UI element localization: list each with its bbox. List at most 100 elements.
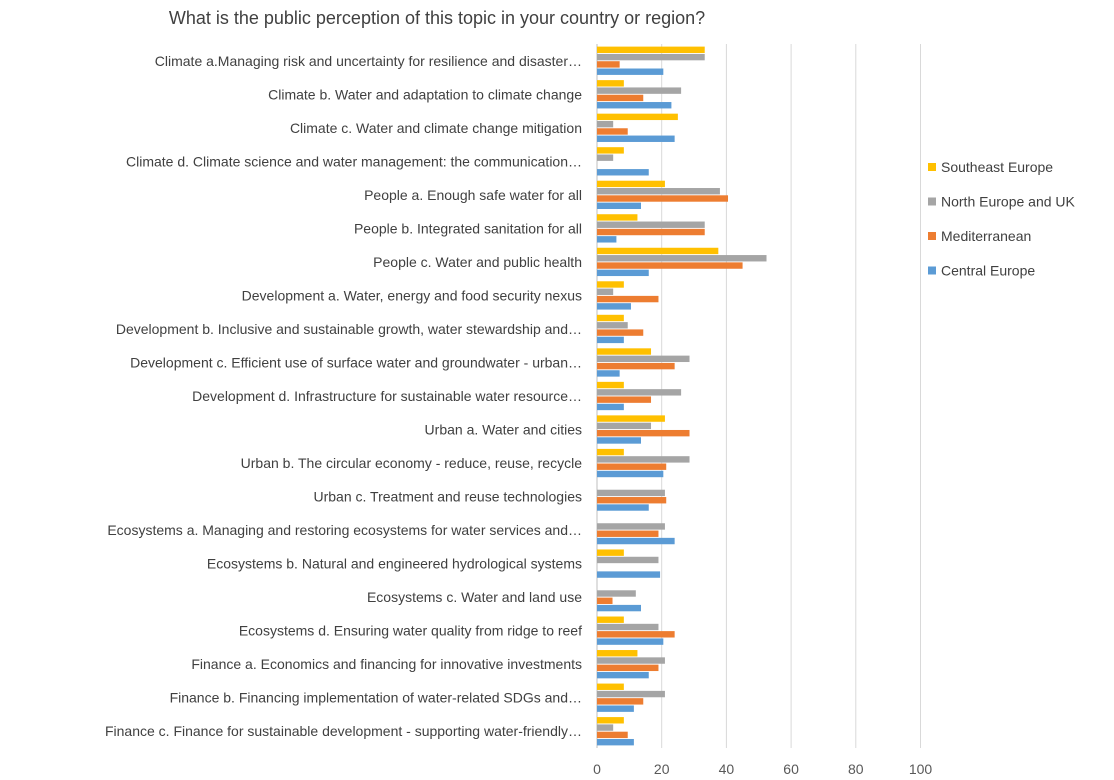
bar (597, 314, 624, 322)
bar (597, 329, 644, 336)
category-label: Development c. Efficient use of surface … (130, 354, 582, 370)
legend-label: Central Europe (941, 263, 1035, 279)
bar (597, 102, 672, 109)
bar (597, 683, 624, 690)
bar (597, 463, 667, 470)
bar (597, 87, 682, 94)
bar (597, 336, 624, 344)
category-labels: Climate a.Managing risk and uncertainty … (105, 53, 582, 739)
bar (597, 61, 620, 68)
bar (597, 135, 675, 142)
bar (597, 650, 638, 657)
bar (597, 604, 641, 612)
x-tick-label: 100 (909, 761, 933, 777)
bar (597, 537, 675, 545)
bar (597, 221, 705, 228)
bar (597, 147, 624, 154)
bar (597, 68, 664, 75)
legend-swatch (928, 197, 936, 206)
legend: Southeast Europe North Europe and UK Medit… (928, 159, 1076, 279)
bar (597, 731, 628, 739)
gridlines (596, 44, 921, 748)
bar (597, 202, 641, 210)
category-label: Finance c. Finance for sustainable devel… (105, 723, 582, 739)
bar (597, 738, 634, 746)
category-label: People a. Enough safe water for all (364, 187, 582, 203)
bar (597, 597, 613, 604)
bar (597, 556, 659, 564)
bar (597, 381, 624, 389)
x-tick-label: 40 (719, 761, 735, 777)
category-label: People c. Water and public health (373, 254, 582, 270)
bar (597, 571, 661, 578)
category-label: Finance b. Financing implementation of w… (170, 690, 582, 706)
category-label: Ecosystems d. Ensuring water quality fro… (239, 623, 582, 639)
bar (597, 429, 690, 437)
category-label: Ecosystems b. Natural and engineered hyd… (207, 556, 582, 572)
category-label: Development a. Water, energy and food se… (242, 287, 582, 303)
x-tick-label: 20 (654, 761, 670, 777)
category-label: People b. Integrated sanitation for all (354, 220, 582, 236)
chart-title: What is the public perception of this to… (169, 8, 705, 28)
bar (597, 120, 614, 128)
bar (597, 631, 675, 638)
bar (597, 154, 614, 161)
bar (597, 288, 614, 295)
category-label: Development d. Infrastructure for sustai… (192, 388, 582, 404)
bar (597, 489, 665, 497)
bar (597, 169, 649, 176)
bar (597, 236, 617, 243)
bar (597, 448, 624, 456)
bar (597, 262, 743, 269)
bar (597, 322, 628, 329)
bar (597, 422, 652, 430)
bar (597, 437, 641, 444)
bar (597, 348, 652, 355)
bars (597, 46, 767, 746)
bar (597, 389, 682, 396)
bar (597, 403, 624, 411)
legend-swatch (928, 163, 936, 171)
x-tick-labels: 0 20 40 60 80 100 (593, 761, 932, 777)
category-label: Climate c. Water and climate change miti… (290, 120, 582, 136)
bar (597, 247, 719, 255)
bar (597, 456, 690, 463)
category-label: Ecosystems c. Water and land use (367, 589, 582, 605)
bar (597, 295, 659, 303)
category-label: Climate d. Climate science and water man… (126, 153, 582, 169)
bar (597, 623, 659, 631)
legend-label: North Europe and UK (941, 194, 1076, 210)
bar (597, 705, 634, 712)
bar (597, 228, 705, 236)
bar (597, 590, 636, 597)
category-label: Urban b. The circular economy - reduce, … (241, 455, 583, 471)
bar (597, 470, 664, 478)
bar (597, 80, 624, 87)
x-tick-label: 60 (783, 761, 799, 777)
category-label: Development b. Inclusive and sustainable… (116, 321, 582, 337)
bar (597, 549, 624, 556)
bar (597, 698, 644, 705)
x-tick-label: 0 (593, 761, 601, 777)
bar (597, 113, 678, 121)
bar (597, 396, 652, 403)
category-label: Ecosystems a. Managing and restoring eco… (107, 522, 582, 538)
bar (597, 180, 665, 188)
legend-label: Southeast Europe (941, 159, 1053, 175)
bar (597, 523, 665, 530)
bar (597, 497, 667, 504)
bar (597, 281, 624, 288)
category-label: Climate b. Water and adaptation to clima… (268, 86, 582, 102)
bar (597, 671, 649, 679)
bar (597, 362, 675, 370)
bar (597, 269, 649, 277)
bar (597, 188, 720, 195)
bar (597, 94, 644, 102)
bar (597, 504, 649, 511)
category-label: Climate a.Managing risk and uncertainty … (155, 53, 582, 69)
bar (597, 303, 631, 310)
bar (597, 724, 614, 731)
legend-label: Mediterranean (941, 228, 1031, 244)
legend-swatch (928, 232, 936, 240)
